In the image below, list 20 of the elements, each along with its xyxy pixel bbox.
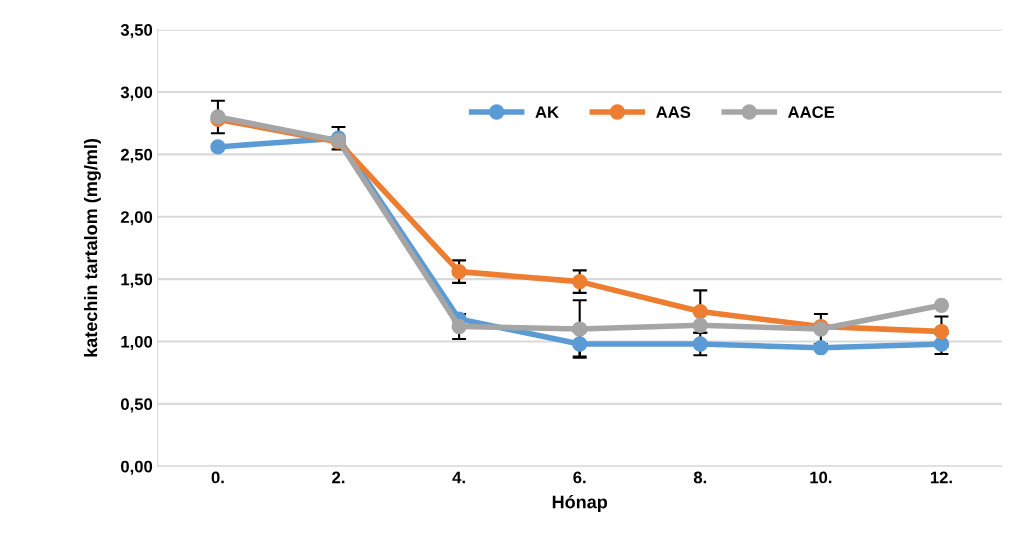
x-axis-title: Hónap: [552, 494, 608, 512]
x-tick-label: 0.: [211, 471, 224, 484]
y-tick-label: 3,50: [120, 24, 153, 39]
x-tick-label: 6.: [573, 471, 586, 484]
legend-label: AK: [535, 106, 559, 118]
legend-label: AACE: [787, 106, 835, 119]
y-tick-label: 2,50: [120, 148, 153, 163]
x-tick-label: 12.: [930, 471, 952, 484]
x-tick-label: 8.: [693, 471, 707, 484]
y-tick-label: 0,50: [121, 398, 153, 413]
legend-label: AAS: [656, 106, 691, 119]
x-tick-label: 4.: [452, 471, 465, 484]
y-tick-label: 1,00: [121, 335, 153, 351]
y-tick-label: 0,00: [121, 460, 153, 475]
y-tick-label: 2,00: [120, 211, 153, 226]
x-tick-label: 2.: [332, 471, 345, 484]
y-tick-label: 3,00: [120, 86, 153, 101]
y-tick-label: 1,50: [121, 273, 153, 288]
x-tick-label: 10.: [810, 471, 832, 484]
y-axis-title: katechin tartalom (mg/ml): [83, 138, 101, 357]
